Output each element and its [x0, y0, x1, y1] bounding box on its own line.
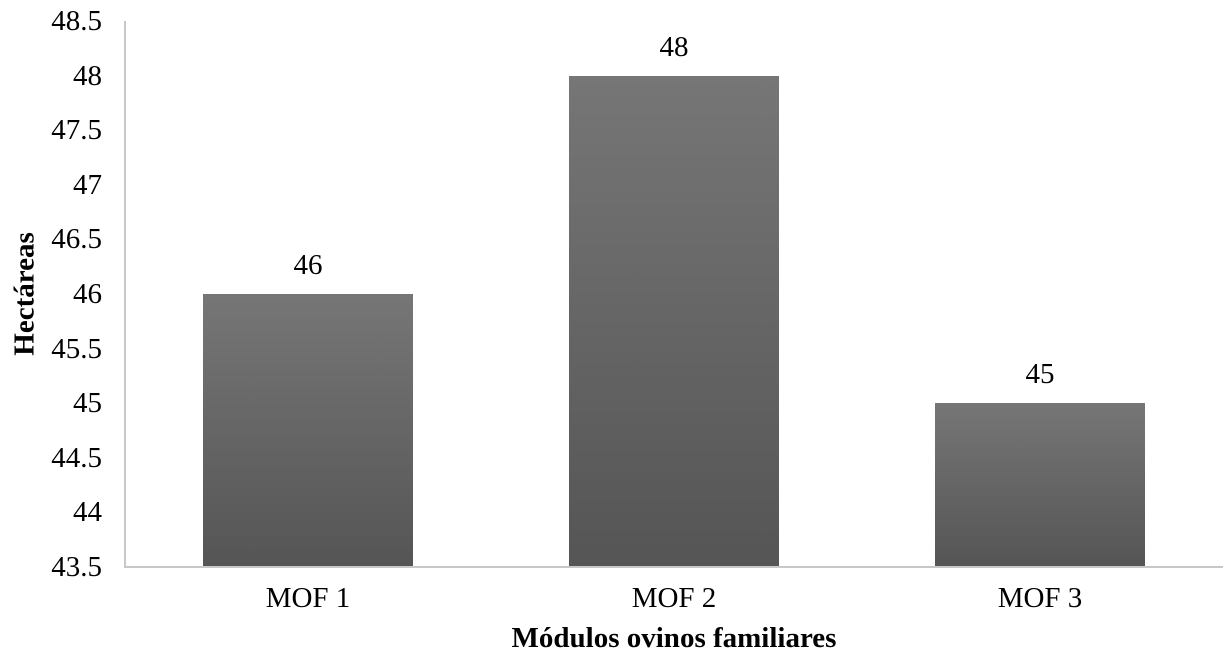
y-tick-label: 47.5 [51, 114, 102, 147]
bar-value-label: 45 [1025, 358, 1055, 391]
bar-value-label: 48 [659, 30, 689, 63]
x-axis-line [124, 566, 1223, 568]
y-tick-label: 48 [73, 59, 102, 92]
x-category-label: MOF 1 [265, 582, 351, 614]
y-axis-line [124, 21, 126, 567]
y-tick-label: 47 [73, 168, 102, 201]
x-axis-title: Módulos ovinos familiares [511, 622, 837, 654]
y-tick-label: 45 [73, 387, 102, 420]
x-category-label: MOF 2 [631, 582, 717, 614]
y-tick-label: 48.5 [51, 5, 102, 37]
bar-mof-3 [935, 403, 1145, 566]
y-tick-label: 43.5 [51, 551, 102, 583]
y-tick-label: 46.5 [51, 223, 102, 256]
x-category-label: MOF 3 [997, 582, 1083, 614]
y-tick-label: 45.5 [51, 332, 102, 365]
bar-value-label: 46 [293, 249, 323, 281]
bar-mof-1 [203, 294, 413, 566]
y-tick-label: 44 [73, 496, 102, 529]
y-tick-label: 46 [73, 278, 102, 310]
y-tick-label: 44.5 [51, 441, 102, 474]
bar-mof-2 [569, 75, 779, 566]
